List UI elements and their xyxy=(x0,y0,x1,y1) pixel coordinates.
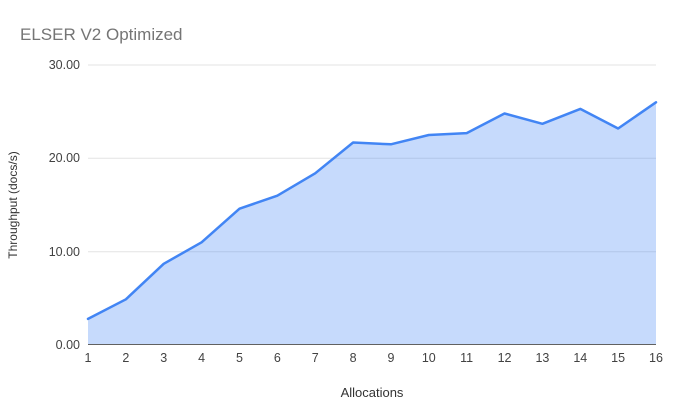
x-tick-label: 6 xyxy=(273,351,281,365)
x-tick-label: 9 xyxy=(387,351,395,365)
x-tick-label: 3 xyxy=(160,351,168,365)
x-tick-label: 12 xyxy=(497,351,512,365)
y-tick-label: 10.00 xyxy=(48,244,80,259)
x-tick-label: 11 xyxy=(460,351,474,365)
y-axis-title: Throughput (docs/s) xyxy=(6,151,20,259)
x-tick-label: 16 xyxy=(649,351,663,365)
x-tick-label: 14 xyxy=(573,351,588,365)
y-tick-label: 30.00 xyxy=(48,58,80,72)
y-tick-label: 0.00 xyxy=(55,338,80,352)
x-tick-label: 15 xyxy=(611,351,626,365)
chart-title: ELSER V2 Optimized xyxy=(20,25,183,44)
x-tick-label: 2 xyxy=(122,351,130,365)
x-tick-label: 8 xyxy=(349,351,357,365)
x-tick-label: 10 xyxy=(421,351,436,365)
y-tick-label: 20.00 xyxy=(48,151,80,166)
area-fill xyxy=(88,102,656,345)
x-tick-label: 13 xyxy=(535,351,550,365)
x-tick-label: 4 xyxy=(198,351,206,365)
x-tick-label: 1 xyxy=(84,351,92,365)
x-tick-label: 5 xyxy=(235,351,243,365)
x-tick-label: 7 xyxy=(311,351,319,365)
series-line xyxy=(86,101,658,321)
x-axis-title: Allocations xyxy=(340,385,404,400)
plot-area xyxy=(86,64,658,345)
